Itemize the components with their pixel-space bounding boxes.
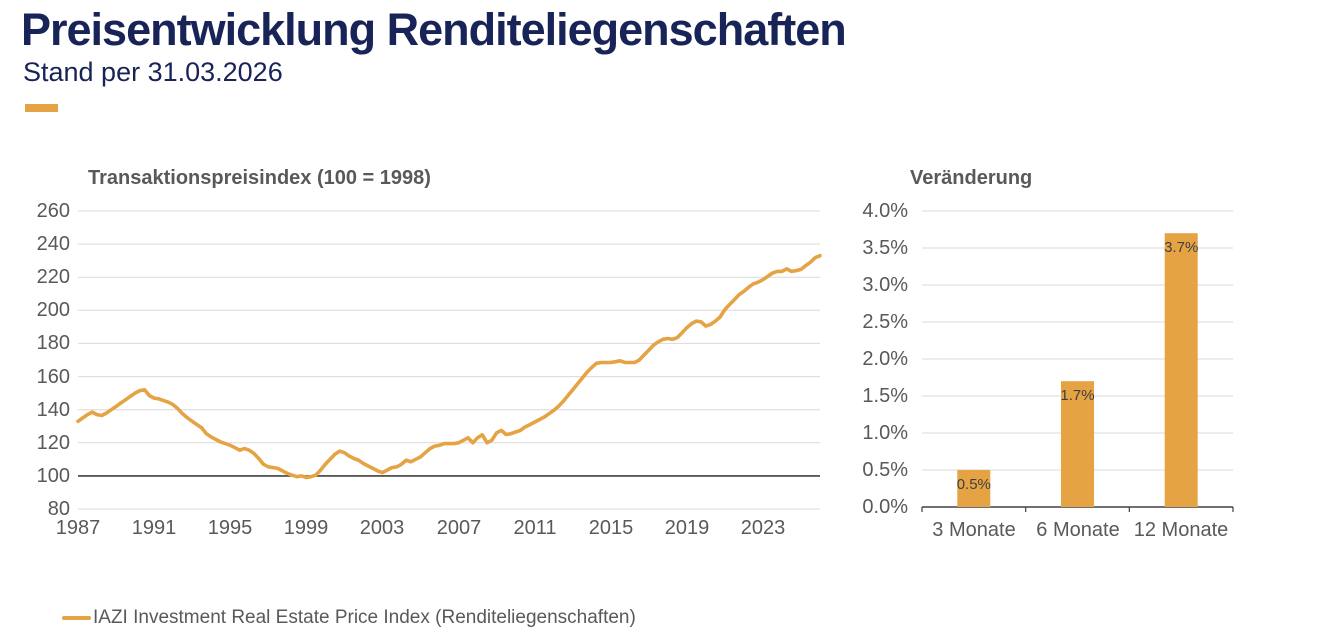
x-axis-label: 1987 <box>55 517 101 539</box>
x-axis-label: 1999 <box>283 517 329 539</box>
bar-value-label: 1.7% <box>1060 387 1094 404</box>
y-axis-label: 160 <box>36 366 70 388</box>
line-chart-legend: IAZI Investment Real Estate Price Index … <box>62 604 636 632</box>
legend-label: IAZI Investment Real Estate Price Index … <box>93 607 636 628</box>
y-axis-label: 2.0% <box>862 348 908 370</box>
y-axis-label: 180 <box>36 332 70 354</box>
y-axis-label: 120 <box>36 432 70 454</box>
bar-6-monate <box>1061 381 1094 507</box>
page-subtitle: Stand per 31.03.2026 <box>23 57 283 87</box>
y-axis-label: 240 <box>36 233 70 255</box>
y-axis-label: 4.0% <box>862 200 908 222</box>
y-axis-label: 80 <box>47 498 70 520</box>
bar-chart-title: Veränderung <box>910 167 1033 189</box>
x-axis-label: 2015 <box>588 517 634 539</box>
bar-category-label: 6 Monate <box>1036 519 1120 541</box>
x-axis-label: 2019 <box>664 517 710 539</box>
y-axis-label: 140 <box>36 399 70 421</box>
y-axis-label: 1.5% <box>862 385 908 407</box>
bar-value-label: 0.5% <box>957 476 991 493</box>
y-axis-label: 1.0% <box>862 422 908 444</box>
y-axis-label: 3.0% <box>862 274 908 296</box>
bar-category-label: 12 Monate <box>1133 519 1229 541</box>
y-axis-label: 0.0% <box>862 496 908 518</box>
bar-category-label: 3 Monate <box>932 519 1016 541</box>
y-axis-label: 100 <box>36 465 70 487</box>
x-axis-label: 2003 <box>359 517 405 539</box>
accent-bar <box>25 104 58 112</box>
y-axis-label: 200 <box>36 299 70 321</box>
y-axis-label: 220 <box>36 266 70 288</box>
x-axis-label: 1991 <box>131 517 177 539</box>
y-axis-label: 260 <box>36 200 70 222</box>
line-chart-title: Transaktionspreisindex (100 = 1998) <box>88 167 431 189</box>
legend-line-marker <box>62 616 91 620</box>
y-axis-label: 2.5% <box>862 311 908 333</box>
x-axis-label: 1995 <box>207 517 253 539</box>
y-axis-label: 3.5% <box>862 237 908 259</box>
page-title: Preisentwicklung Renditeliegenschaften <box>21 4 847 55</box>
price-index-line <box>76 253 822 480</box>
bar-value-label: 3.7% <box>1164 239 1198 256</box>
y-axis-label: 0.5% <box>862 459 908 481</box>
bar-3-monate <box>957 470 991 507</box>
x-axis-label: 2011 <box>513 517 557 539</box>
x-axis-label: 2007 <box>436 517 482 539</box>
bar-12-monate <box>1164 233 1198 507</box>
x-axis-label: 2023 <box>740 517 786 539</box>
